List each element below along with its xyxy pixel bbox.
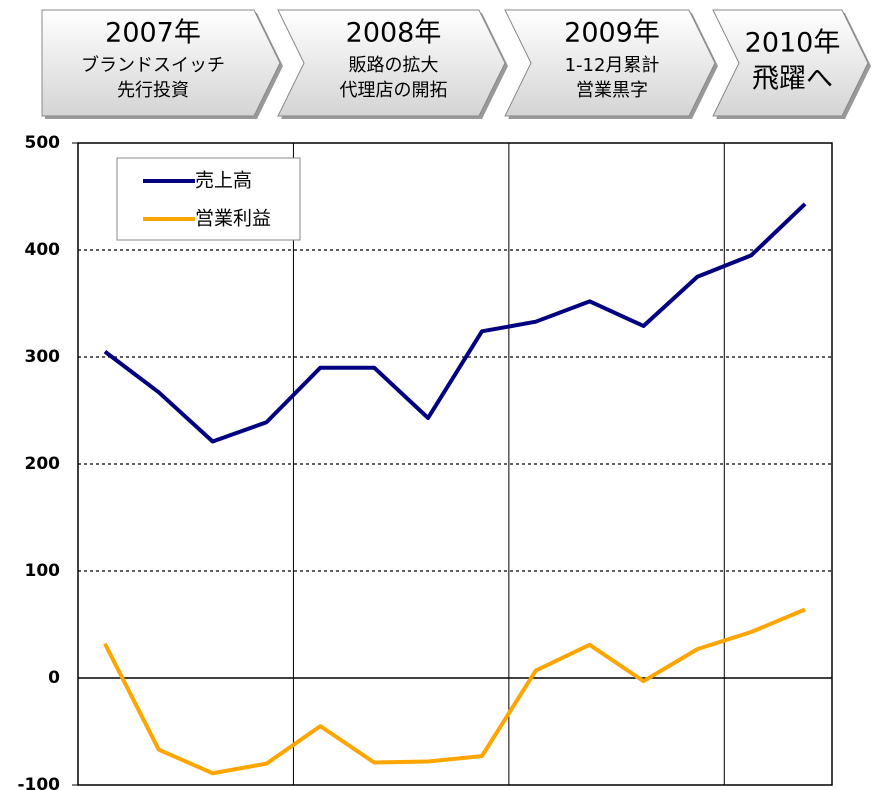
y-tick-label: 400 [25, 240, 61, 260]
banner-year: 2008年 [346, 18, 442, 49]
banner [504, 9, 716, 117]
banner-line: ブランドスイッチ [81, 54, 225, 76]
legend-label: 売上高 [195, 170, 252, 192]
banner-line: 販路の拡大 [349, 55, 439, 76]
series-line [103, 202, 807, 444]
y-tick-label: 300 [25, 347, 61, 367]
banner-year: 2007年 [105, 18, 201, 49]
y-tick-label: 100 [25, 561, 61, 581]
banner-line: 営業黒字 [576, 80, 648, 101]
banner [277, 9, 506, 117]
banner-line: 先行投資 [117, 80, 189, 101]
legend-box [116, 157, 301, 241]
y-tick-label: -100 [17, 775, 60, 790]
series-line [103, 607, 806, 776]
legend-label: 営業利益 [195, 208, 271, 230]
banner-line: 1-12月累計 [565, 55, 660, 76]
banner-year: 2009年 [564, 18, 660, 49]
banner [41, 9, 281, 117]
banner-year: 2010年 [745, 28, 841, 59]
banner-line: 飛躍へ [752, 64, 833, 95]
y-tick-label: 200 [25, 454, 61, 474]
y-tick-label: 500 [25, 133, 61, 153]
banner-line: 代理店の開拓 [340, 80, 448, 101]
banner [712, 9, 869, 117]
y-tick-label: 0 [48, 668, 60, 688]
